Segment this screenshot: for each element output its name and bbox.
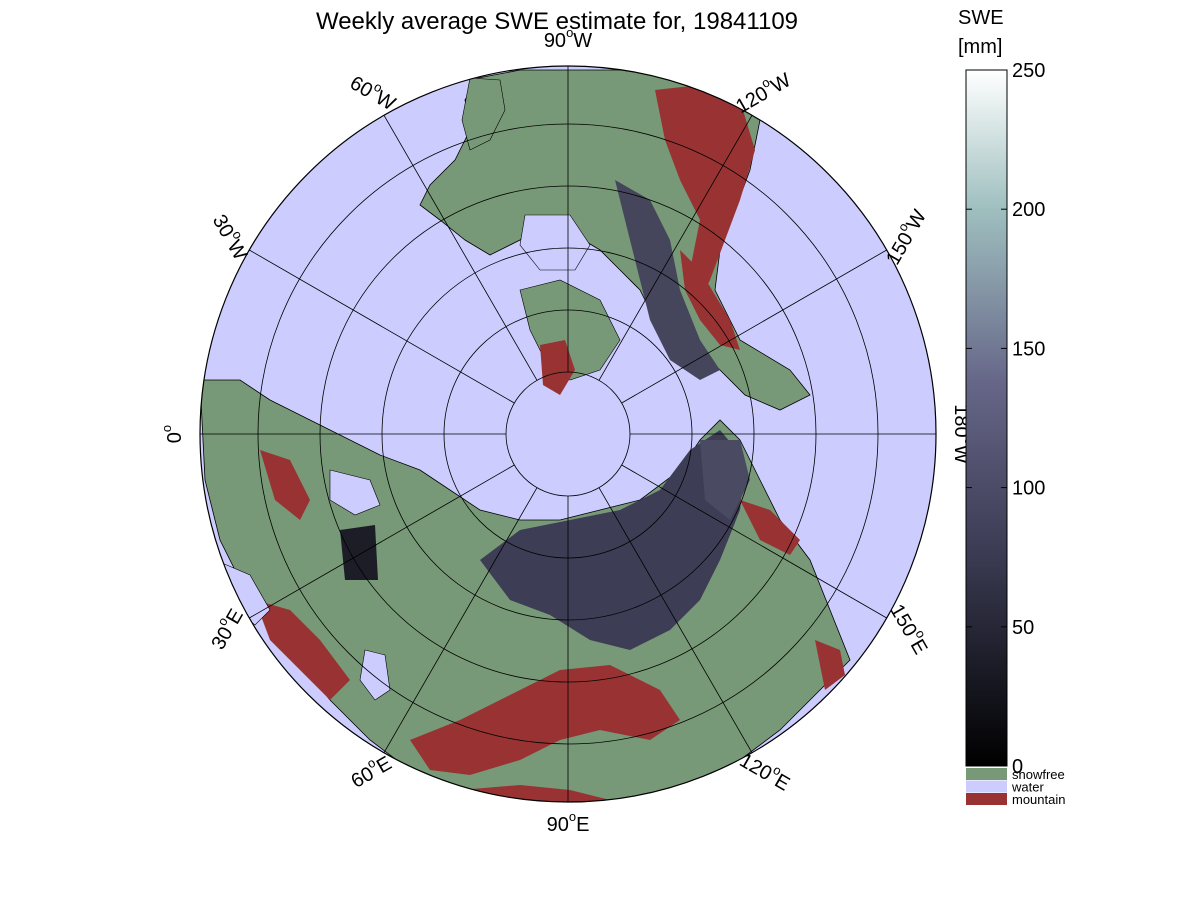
meridian-line [383, 115, 538, 381]
colorbar-title-line2: [mm] [958, 36, 1002, 58]
map-border [199, 65, 937, 803]
category-swatch-snowfree [966, 768, 1007, 780]
category-swatch-water [966, 780, 1007, 793]
mountain-alps [255, 600, 350, 700]
colorbar: SWE [mm] 0 50 100 150 200 250 snowfreewatermo… [958, 7, 1065, 807]
longitude-label: 30oE [203, 603, 248, 654]
mountain-kamchatka [815, 640, 845, 690]
colorbar-gradient [965, 69, 1008, 767]
longitude-label: 150oW [878, 204, 931, 269]
category-swatch-mountain [966, 793, 1007, 805]
snow-cover-siberia [480, 430, 745, 650]
colorbar-title-line1: SWE [958, 7, 1004, 29]
hudson-bay [519, 214, 591, 271]
meridian-line [249, 464, 515, 619]
snow-cover-north-america [615, 180, 720, 380]
colorbar-tick-label: 100 [1012, 478, 1045, 500]
colorbar-tick-label: 50 [1012, 617, 1034, 639]
longitude-label: 120oE [735, 746, 795, 796]
meridian-line [598, 487, 753, 753]
longitude-label: 90oW [544, 25, 592, 52]
longitude-label: 90oE [547, 809, 590, 836]
colorbar-tick-label: 0 [1012, 756, 1023, 778]
graticule [200, 66, 936, 802]
meridian-line [249, 249, 515, 404]
meridian-line [383, 487, 538, 753]
longitude-label: 0o [159, 425, 186, 443]
map-title: Weekly average SWE estimate for, 1984110… [316, 8, 798, 35]
mountain-greenland-edge [540, 340, 575, 395]
mountain-east-siberia [740, 500, 800, 555]
colorbar-tick-label: 250 [1012, 60, 1045, 82]
landmass-greenland-east-coast [461, 77, 506, 151]
longitude-label: 150oE [885, 598, 935, 658]
longitude-label: 60oW [346, 68, 401, 115]
colorbar-tick-label: 200 [1012, 199, 1045, 221]
category-label-water: water [1011, 780, 1044, 795]
mountain-coast-range [680, 250, 740, 350]
caspian-sea [359, 649, 391, 701]
meridian-line [621, 249, 887, 404]
mountain-rockies [655, 85, 755, 300]
snow-cover-patch-east [700, 440, 750, 520]
colorbar-tick-label: 150 [1012, 338, 1045, 360]
category-label-snowfree: snowfree [1012, 767, 1065, 782]
mountain-central-asia [410, 665, 680, 775]
category-label-mountain: mountain [1012, 792, 1065, 807]
mountain-scandinavia [260, 450, 310, 520]
meridian-line [598, 115, 753, 381]
meridian-line [621, 464, 887, 619]
snow-cover-patch-scandinavia [340, 525, 378, 580]
colorbar-ticks: 0 50 100 150 200 250 [966, 60, 1045, 778]
polar-map [200, 66, 936, 802]
longitude-label: 120oW [730, 65, 795, 118]
baltic-sea [329, 469, 381, 516]
